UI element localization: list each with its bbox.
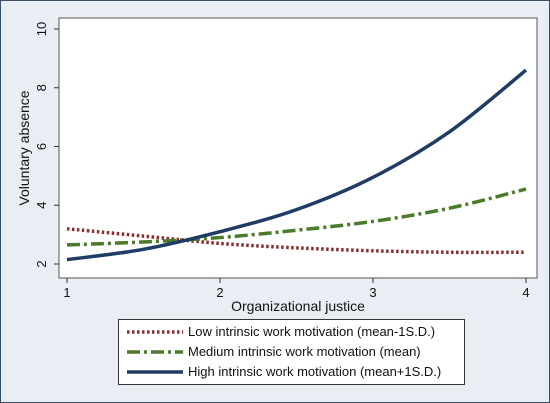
plot-area xyxy=(58,17,538,279)
y-axis: 2 4 6 8 10 xyxy=(34,22,59,268)
x-axis: 1 2 3 4 xyxy=(63,278,530,300)
legend-label-high: High intrinsic work motivation (mean+1S.… xyxy=(188,364,442,379)
legend-swatch-low xyxy=(127,330,183,334)
y-axis-title: Voluntary absence xyxy=(16,90,32,205)
y-tick-label: 8 xyxy=(34,84,49,91)
x-axis-title: Organizational justice xyxy=(231,298,365,314)
y-tick-label: 2 xyxy=(34,260,49,267)
legend-item-high: High intrinsic work motivation (mean+1S.… xyxy=(119,362,464,382)
x-tick-label: 3 xyxy=(369,285,376,300)
legend-label-medium: Medium intrinsic work motivation (mean) xyxy=(188,344,421,359)
x-tick-label: 1 xyxy=(63,285,70,300)
y-tick-label: 10 xyxy=(34,22,49,36)
x-tick-label: 2 xyxy=(216,285,223,300)
legend-item-medium: Medium intrinsic work motivation (mean) xyxy=(119,342,464,362)
line-medium xyxy=(66,187,527,247)
legend-item-low: Low intrinsic work motivation (mean-1S.D… xyxy=(119,322,464,342)
line-high xyxy=(66,68,528,262)
y-tick-label: 6 xyxy=(34,143,49,150)
y-tick-label: 4 xyxy=(34,202,49,209)
legend-label-low: Low intrinsic work motivation (mean-1S.D… xyxy=(188,324,436,339)
line-low xyxy=(66,227,527,255)
series-lines xyxy=(66,68,528,262)
legend: Low intrinsic work motivation (mean-1S.D… xyxy=(118,319,465,385)
x-tick-label: 4 xyxy=(522,285,529,300)
legend-swatch-medium xyxy=(127,350,183,354)
legend-swatch-high xyxy=(127,370,183,374)
